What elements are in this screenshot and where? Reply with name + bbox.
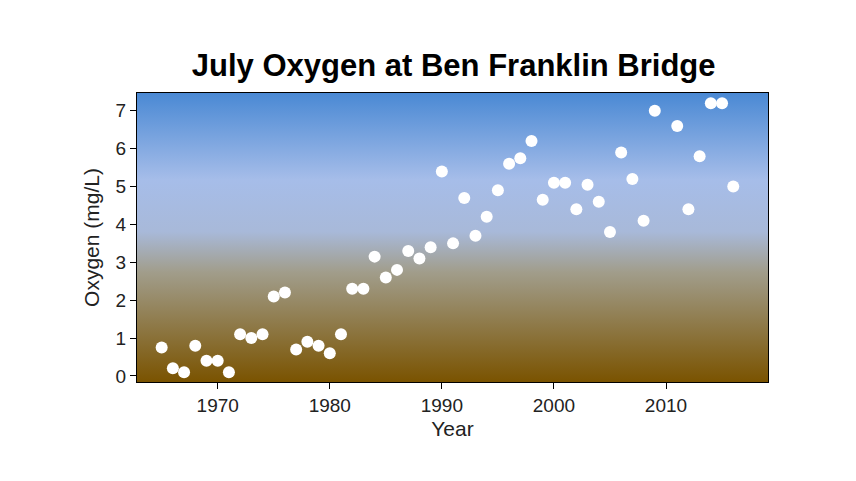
svg-text:Oxygen (mg/L): Oxygen (mg/L) bbox=[80, 168, 103, 307]
svg-text:6: 6 bbox=[115, 138, 126, 159]
svg-text:1980: 1980 bbox=[309, 395, 351, 416]
svg-text:2010: 2010 bbox=[645, 395, 687, 416]
svg-text:7: 7 bbox=[115, 100, 126, 121]
svg-text:5: 5 bbox=[115, 176, 126, 197]
svg-text:2000: 2000 bbox=[533, 395, 575, 416]
svg-text:Year: Year bbox=[431, 417, 473, 440]
svg-text:0: 0 bbox=[115, 366, 126, 387]
svg-text:1970: 1970 bbox=[197, 395, 239, 416]
svg-text:1: 1 bbox=[115, 328, 126, 349]
svg-text:4: 4 bbox=[115, 214, 126, 235]
svg-text:2: 2 bbox=[115, 290, 126, 311]
svg-text:1990: 1990 bbox=[421, 395, 463, 416]
svg-text:3: 3 bbox=[115, 252, 126, 273]
svg-text:July Oxygen at Ben Franklin Br: July Oxygen at Ben Franklin Bridge bbox=[192, 48, 716, 83]
